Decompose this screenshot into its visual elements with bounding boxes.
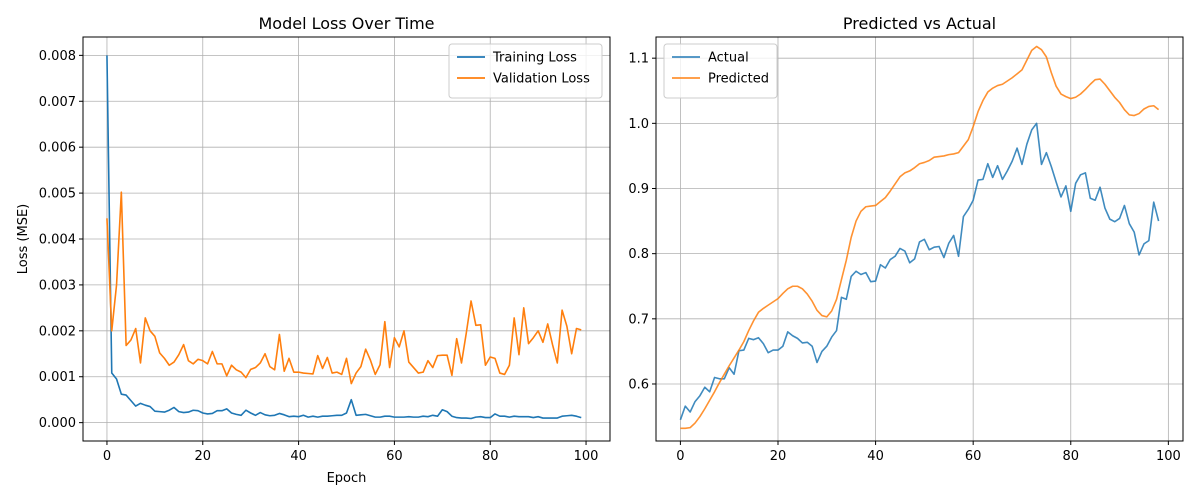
legend-label: Predicted — [708, 72, 769, 87]
y-tick-label: 0.003 — [39, 278, 76, 293]
y-tick-label: 0.008 — [39, 49, 76, 64]
y-tick-label: 1.0 — [628, 117, 649, 132]
y-tick-label: 0.004 — [39, 233, 76, 248]
y-tick-label: 0.7 — [628, 312, 649, 327]
plot-frame — [655, 36, 1184, 442]
y-tick-label: 0.6 — [628, 377, 649, 392]
x-tick-label: 60 — [965, 449, 982, 464]
y-tick-label: 0.000 — [39, 416, 76, 431]
legend-box — [448, 43, 603, 99]
grid-lines — [83, 37, 610, 441]
legend-label: Actual — [708, 51, 749, 66]
x-tick-label: 60 — [386, 449, 403, 464]
legend-label: Training Loss — [492, 51, 577, 66]
series-line-predicted — [680, 45, 1160, 430]
chart-predicted-vs-actual: 0 20 40 60 80 100 0.6 0.7 0.8 0.9 1.0 1.1 Predicted … — [628, 14, 1184, 464]
x-tick-label: 80 — [1062, 449, 1079, 464]
x-tick-label: 20 — [770, 449, 787, 464]
y-tick-label: 0.007 — [39, 95, 76, 110]
chart-title: Predicted vs Actual — [843, 14, 996, 33]
y-tick-label: 0.9 — [628, 182, 649, 197]
y-tick-label: 0.006 — [39, 141, 76, 156]
series-line-validation-loss — [106, 191, 582, 385]
legend-label: Validation Loss — [493, 72, 590, 87]
y-tick-label: 1.1 — [628, 52, 649, 67]
x-axis: 0 20 40 60 80 100 — [103, 441, 599, 464]
y-axis: 0.6 0.7 0.8 0.9 1.0 1.1 — [628, 52, 656, 392]
x-tick-label: 40 — [867, 449, 884, 464]
legend: Actual Predicted — [663, 43, 778, 99]
x-tick-label: 0 — [676, 449, 684, 464]
y-axis: 0.000 0.001 0.002 0.003 0.004 0.005 0.006 0.007… — [39, 49, 83, 431]
x-axis: 0 20 40 60 80 100 — [676, 441, 1181, 464]
x-tick-label: 100 — [1156, 449, 1181, 464]
x-tick-label: 40 — [290, 449, 307, 464]
grid-lines — [656, 37, 1183, 441]
y-axis-label: Loss (MSE) — [16, 204, 31, 274]
y-tick-label: 0.005 — [39, 187, 76, 202]
chart-model-loss: 0 20 40 60 80 1000.0000.0010.0020.0030.0040.0… — [16, 14, 611, 486]
chart-title: Model Loss Over Time — [258, 14, 434, 33]
y-tick-label: 0.002 — [39, 324, 76, 339]
x-axis-label: Epoch — [327, 471, 367, 486]
x-tick-label: 80 — [482, 449, 499, 464]
series-line-actual — [679, 122, 1160, 421]
x-tick-label: 100 — [574, 449, 599, 464]
x-tick-label: 0 — [103, 449, 111, 464]
y-tick-label: 0.8 — [628, 247, 649, 262]
legend: Training Loss Validation Loss — [448, 43, 603, 99]
x-tick-label: 20 — [194, 449, 211, 464]
y-tick-label: 0.001 — [39, 370, 76, 385]
series-line-training-loss — [106, 55, 582, 420]
